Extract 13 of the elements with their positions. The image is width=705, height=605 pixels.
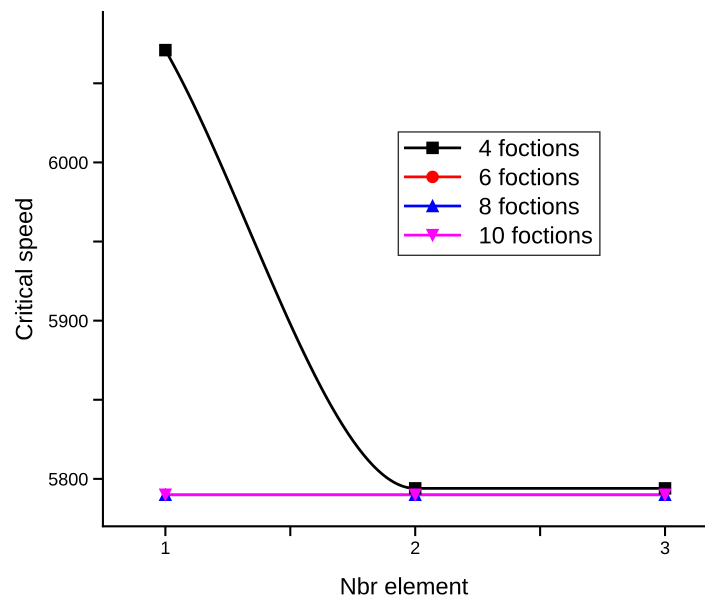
- y-tick-label: 5800: [48, 472, 88, 486]
- legend-label: 6 foctions: [480, 168, 579, 186]
- legend-label: 4 foctions: [479, 138, 579, 156]
- x-axis-title: Nbr element: [342, 577, 468, 595]
- legend-label: 8 foctions: [480, 197, 579, 215]
- x-tick-label: 1: [162, 542, 170, 554]
- y-axis-title: Critical speed: [15, 199, 38, 340]
- y-tick-label: 5900: [48, 314, 88, 328]
- y-tick-label: 6000: [49, 156, 88, 170]
- point: [159, 44, 172, 56]
- x-tick-label: 2: [411, 541, 420, 554]
- legend-label: 10 foctions: [480, 226, 592, 244]
- x-tick-label: 3: [660, 541, 670, 554]
